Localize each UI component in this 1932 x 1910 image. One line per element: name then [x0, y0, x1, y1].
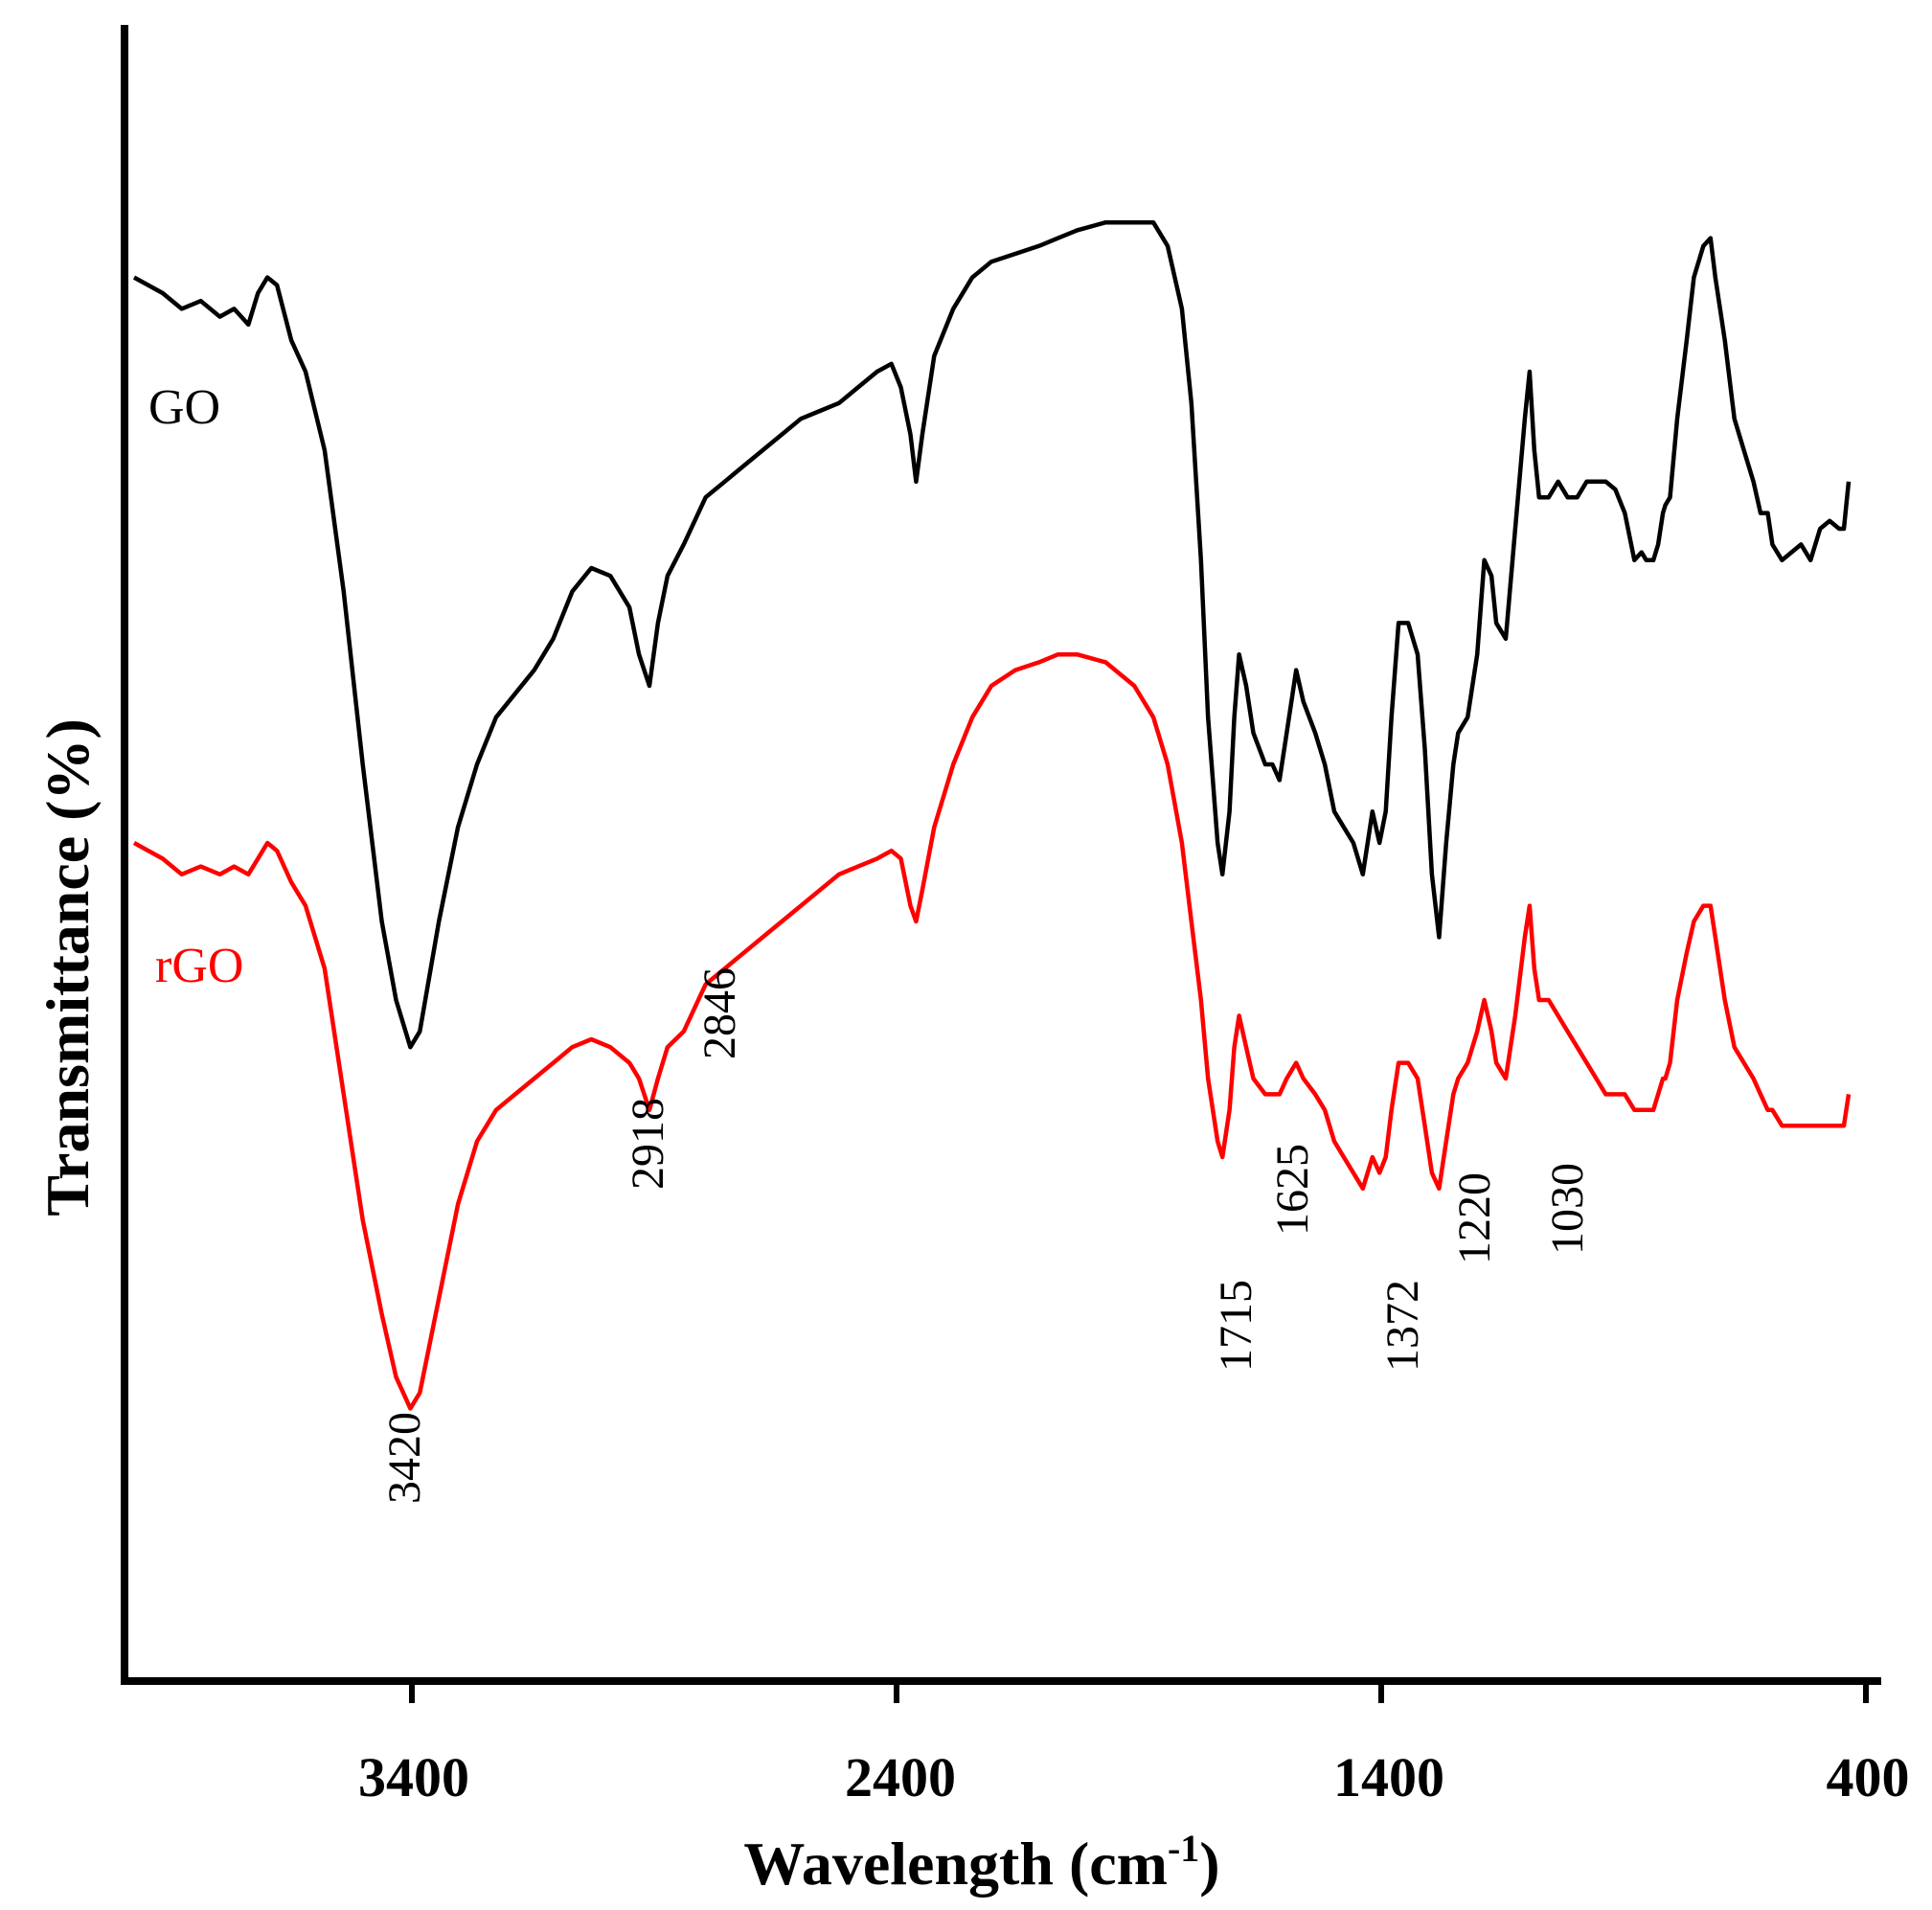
y-axis-title: Transmittance (%) — [34, 718, 102, 1216]
peak-label-2918: 2918 — [623, 1098, 673, 1190]
peak-label-1030: 1030 — [1542, 1163, 1593, 1255]
x-axis-title-end: ) — [1199, 1830, 1219, 1898]
series-label-go: GO — [148, 380, 220, 435]
x-axis-title: Wavelength (cm-1) — [743, 1827, 1219, 1898]
peak-label-3420: 3420 — [379, 1412, 430, 1504]
peak-label-1372: 1372 — [1377, 1280, 1428, 1372]
peak-label-1220: 1220 — [1449, 1172, 1500, 1264]
x-tick-label-400: 400 — [1827, 1746, 1910, 1808]
x-tick-label-1400: 1400 — [1333, 1746, 1444, 1808]
series-line-rgo — [132, 651, 1852, 1411]
peak-label-2846: 2846 — [694, 967, 745, 1059]
x-tick-label-3400: 3400 — [358, 1746, 469, 1808]
series-label-rgo: rGO — [155, 939, 243, 993]
peak-label-1625: 1625 — [1267, 1144, 1318, 1236]
x-axis-title-sup: -1 — [1168, 1827, 1199, 1870]
series-line-go — [132, 219, 1852, 1050]
peak-label-1715: 1715 — [1211, 1280, 1261, 1372]
x-axis-title-main: Wavelength (cm — [743, 1830, 1168, 1898]
x-tick-label-2400: 2400 — [845, 1746, 956, 1808]
